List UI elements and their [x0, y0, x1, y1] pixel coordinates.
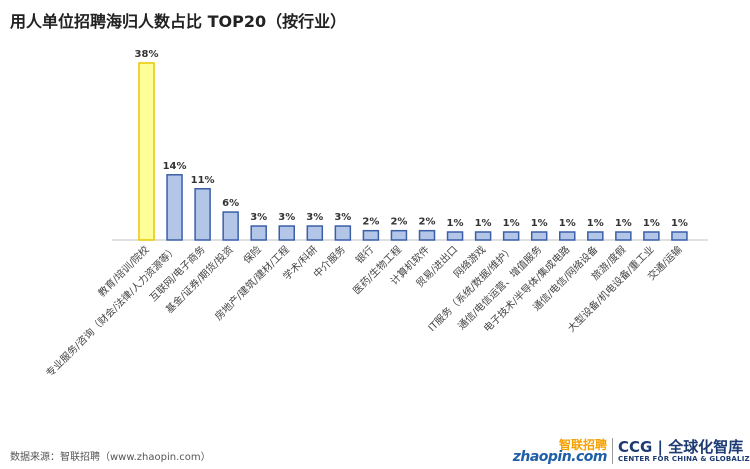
value-label-19: 1%: [671, 218, 688, 229]
category-label-4: 保险: [240, 243, 263, 266]
value-label-6: 3%: [306, 212, 323, 223]
value-label-10: 2%: [419, 217, 436, 228]
bar-7: [334, 225, 352, 241]
value-label-17: 1%: [615, 218, 632, 229]
bar-3: [222, 211, 239, 241]
bar-13: [502, 231, 520, 241]
category-label-9: 医药/生物工程: [350, 243, 404, 297]
category-label-8: 银行: [353, 243, 376, 266]
category-label-0: 教育/培训/院校: [95, 243, 151, 299]
category-labels-group: 教育/培训/院校专业服务/咨询（财会/法律/人力资源等）互联网/电子商务基金/证…: [43, 243, 684, 380]
value-label-0: 38%: [135, 49, 159, 60]
ccg-logo: CCG | 全球化智库 CENTER FOR CHINA & GLOBALIZA…: [618, 436, 750, 466]
value-label-14: 1%: [531, 218, 548, 229]
value-label-9: 2%: [390, 217, 407, 228]
bars-group: [138, 62, 688, 241]
value-label-12: 1%: [475, 218, 492, 229]
bar-1: [166, 174, 183, 241]
value-label-18: 1%: [643, 218, 660, 229]
bar-18: [643, 231, 660, 241]
value-label-5: 3%: [278, 212, 295, 223]
zhaopin-logo-en: zhaopin.com: [512, 449, 608, 465]
chart-title: 用人单位招聘海归人数占比 TOP20（按行业）: [10, 12, 347, 31]
value-label-7: 3%: [334, 212, 351, 223]
bar-16: [587, 231, 604, 241]
bar-19: [671, 231, 688, 241]
bar-6: [306, 225, 324, 241]
value-label-16: 1%: [587, 218, 604, 229]
bar-10: [418, 229, 436, 241]
value-label-3: 6%: [222, 198, 239, 209]
bar-15: [559, 231, 576, 241]
bar-chart: 38% 14% 11% 6% 3% 3% 3% 3% 2% 2% 2% 1% 1% 1% 1% 1% 1% 1% 1…: [43, 49, 708, 380]
value-label-13: 1%: [503, 218, 520, 229]
bar-0: [138, 62, 155, 241]
bar-9: [390, 229, 408, 241]
value-label-8: 2%: [362, 217, 379, 228]
value-label-15: 1%: [559, 218, 576, 229]
ccg-logo-sub: CENTER FOR CHINA & GLOBALIZATION: [618, 455, 750, 463]
zhaopin-logo-cn: 智联招聘: [558, 438, 607, 452]
value-label-4: 3%: [250, 212, 267, 223]
category-label-1: 专业服务/咨询（财会/法律/人力资源等）: [43, 243, 180, 380]
ccg-logo-main: CCG | 全球化智库: [618, 438, 744, 456]
value-labels-group: 38% 14% 11% 6% 3% 3% 3% 3% 2% 2% 2% 1% 1% 1% 1% 1% 1% 1% 1…: [135, 49, 688, 229]
bar-17: [615, 231, 632, 241]
value-label-1: 14%: [163, 161, 187, 172]
zhaopin-logo: 智联招聘 zhaopin.com: [505, 436, 608, 466]
bar-4: [250, 225, 267, 241]
bar-2: [194, 188, 211, 241]
bar-11: [446, 231, 464, 241]
bar-5: [278, 225, 295, 241]
value-label-2: 11%: [191, 175, 215, 186]
bar-8: [362, 229, 380, 241]
value-label-11: 1%: [447, 218, 464, 229]
logo-divider: [612, 438, 613, 464]
bar-12: [474, 231, 492, 241]
source-note: 数据来源：智联招聘（www.zhaopin.com）: [10, 452, 211, 463]
bar-14: [530, 231, 548, 241]
